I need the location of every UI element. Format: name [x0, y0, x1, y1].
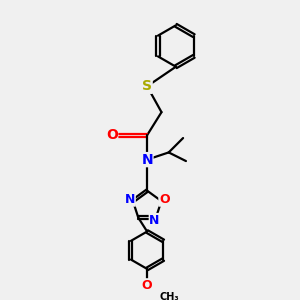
Text: N: N: [141, 153, 153, 166]
Text: CH₃: CH₃: [159, 292, 179, 300]
Text: S: S: [142, 79, 152, 93]
Text: O: O: [142, 279, 152, 292]
Text: N: N: [149, 214, 160, 226]
Text: O: O: [106, 128, 118, 142]
Text: N: N: [125, 193, 135, 206]
Text: O: O: [159, 193, 169, 206]
